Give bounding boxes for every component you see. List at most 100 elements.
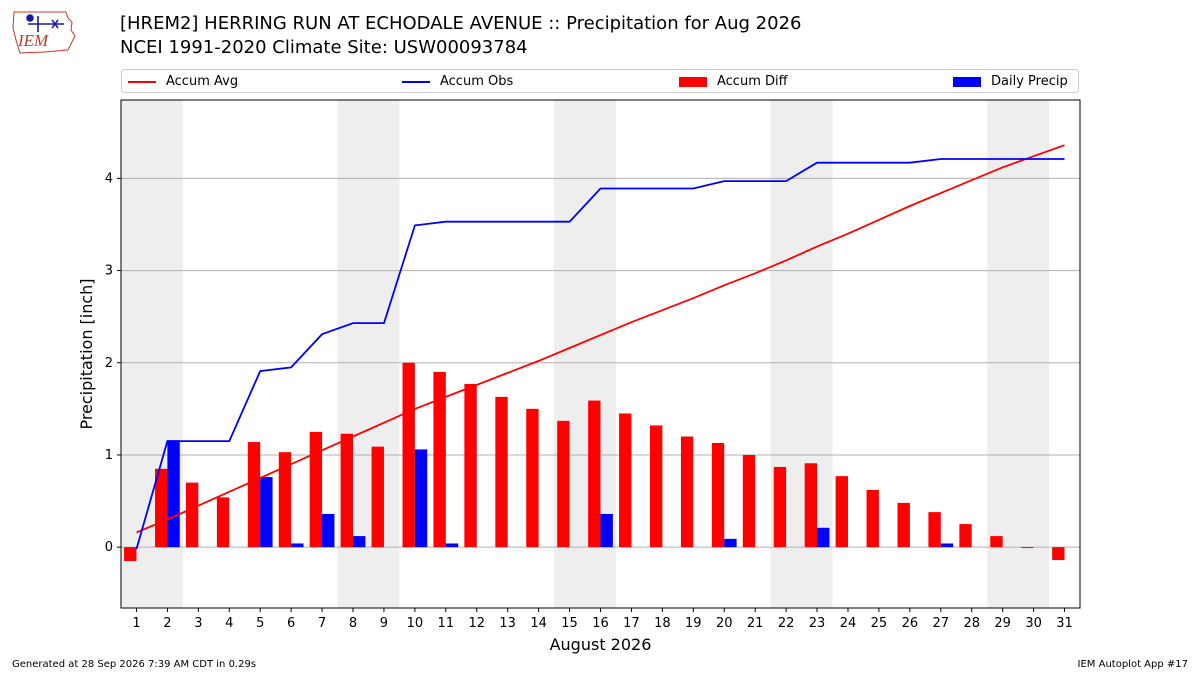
bar-accum-diff [773,466,787,548]
x-tick-label: 29 [994,616,1011,631]
x-tick-label: 12 [468,616,485,631]
x-tick-label: 22 [778,616,795,631]
bar-accum-diff [959,524,972,548]
bar-accum-diff [990,536,1003,548]
bar-accum-diff [402,362,415,548]
bar-daily-precip [724,538,737,548]
bar-accum-diff [155,468,168,548]
bar-daily-precip [817,527,830,548]
bar-accum-diff [526,408,539,548]
x-tick-label: 20 [716,616,733,631]
bar-accum-diff [742,454,756,548]
x-tick-label: 21 [747,616,764,631]
bar-accum-diff [711,442,725,548]
bar-accum-diff [340,433,354,548]
x-axis-label: August 2026 [550,635,652,654]
bar-daily-precip [291,543,304,548]
weekend-shade [987,100,1050,608]
bar-daily-precip [414,449,428,548]
bar-accum-diff [804,463,818,548]
legend-label: Accum Diff [717,74,788,89]
x-tick-label: 3 [194,616,202,631]
legend-label: Accum Obs [440,74,514,89]
bar-accum-diff [866,489,879,548]
x-tick-label: 13 [499,616,516,631]
x-tick-label: 10 [407,616,424,631]
x-tick-label: 6 [287,616,295,631]
chart-subtitle: NCEI 1991-2020 Climate Site: USW00093784 [120,37,528,58]
x-tick-label: 27 [933,616,950,631]
x-tick-label: 16 [592,616,609,631]
legend-item-accum-obs: Accum Obs [402,73,513,91]
bar-accum-diff [588,400,601,548]
chart-title: [HREM2] HERRING RUN AT ECHODALE AVENUE :… [120,13,802,34]
logo-text: IEM [17,31,49,50]
y-tick-label: 4 [105,171,113,186]
x-tick-label: 30 [1025,616,1042,631]
legend-label: Accum Avg [166,74,239,89]
x-tick-label: 19 [685,616,702,631]
legend-label: Daily Precip [991,74,1068,89]
x-tick-label: 23 [809,616,826,631]
bar-accum-diff [619,413,632,548]
x-tick-label: 7 [318,616,326,631]
legend-swatch [679,76,707,87]
line-accum-obs [135,158,1065,550]
bar-daily-precip [260,477,273,548]
bar-accum-diff [371,446,384,548]
weather-instrument-icon [26,14,64,32]
bar-daily-precip [600,513,613,548]
bar-accum-diff [247,442,261,548]
bar-accum-diff [680,436,694,548]
bar-accum-diff [835,476,848,548]
bar-accum-diff [185,482,199,548]
x-tick-label: 8 [349,616,357,631]
x-tick-label: 5 [256,616,264,631]
x-tick-label: 1 [132,616,140,631]
x-tick-label: 9 [380,616,388,631]
bar-daily-precip [322,513,335,548]
x-tick-label: 17 [623,616,640,631]
chart-legend: Accum Avg Accum Obs Accum Diff Daily Pre… [121,69,1079,93]
y-axis-label: Precipitation [inch] [77,278,96,429]
x-tick-label: 2 [163,616,171,631]
legend-swatch [402,80,430,83]
x-tick-label: 25 [871,616,888,631]
y-tick-label: 1 [105,448,113,463]
bar-accum-diff [464,383,477,548]
x-tick-label: 28 [963,616,980,631]
bar-accum-diff [1021,547,1034,549]
legend-swatch [128,80,156,83]
y-tick-label: 2 [105,356,113,371]
bar-daily-precip [445,543,459,548]
bar-daily-precip [940,543,954,548]
bar-daily-precip [353,536,366,548]
bar-accum-diff [216,497,230,548]
line-accum-avg [136,144,1065,534]
y-tick-label: 0 [105,540,113,555]
x-tick-label: 11 [438,616,455,631]
x-tick-label: 26 [902,616,919,631]
bar-accum-diff [649,425,663,548]
x-tick-label: 14 [530,616,547,631]
bar-accum-diff [1052,547,1065,561]
generated-timestamp: Generated at 28 Sep 2026 7:39 AM CDT in … [12,659,257,670]
bar-accum-diff [557,420,570,548]
bar-accum-diff [124,547,137,561]
legend-item-accum-avg: Accum Avg [128,73,238,91]
iem-logo: IEM [12,11,76,54]
legend-item-accum-diff: Accum Diff [679,73,788,91]
x-tick-label: 24 [840,616,857,631]
x-tick-label: 4 [225,616,233,631]
legend-item-daily-precip: Daily Precip [953,73,1068,91]
x-tick-label: 31 [1056,616,1073,631]
bar-accum-diff [433,371,446,548]
x-tick-label: 18 [654,616,671,631]
x-tick-label: 15 [561,616,578,631]
app-credit: IEM Autoplot App #17 [1077,659,1188,670]
legend-swatch [953,76,981,87]
y-tick-label: 3 [105,264,113,279]
bar-daily-precip [167,440,180,548]
bar-accum-diff [928,512,941,548]
